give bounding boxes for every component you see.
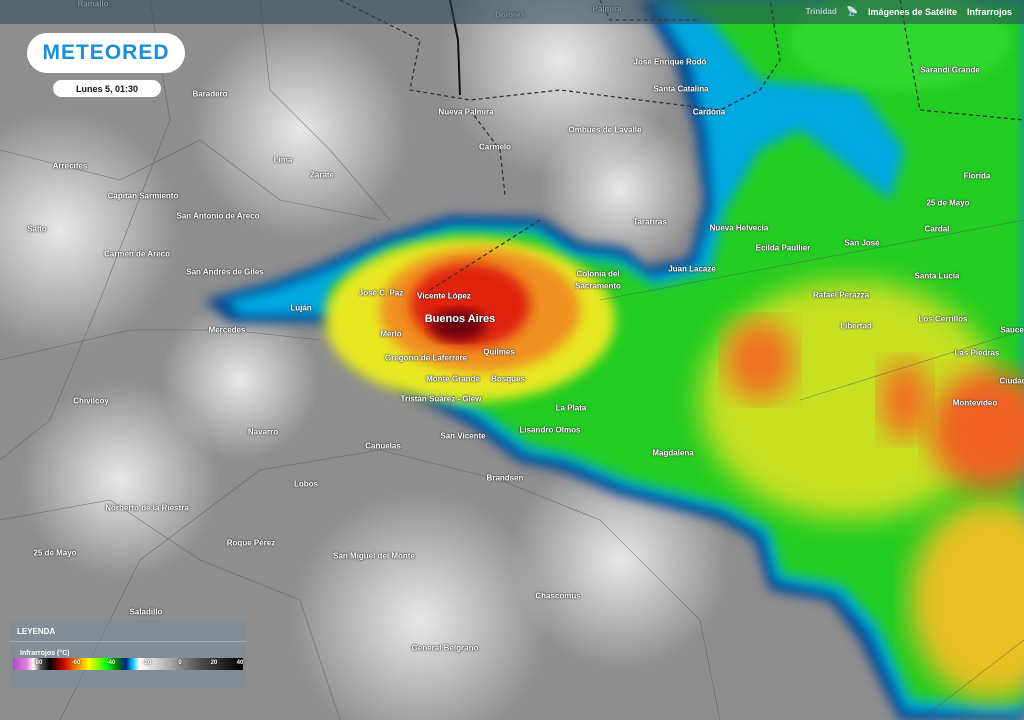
city-label: La Plata <box>555 403 587 413</box>
city-label: Colonia del <box>576 269 620 279</box>
city-label: San Vicente <box>440 431 486 441</box>
city-label: Navarro <box>247 427 279 437</box>
city-label: Bosques <box>491 374 525 384</box>
city-label: Capitán Sarmiento <box>107 191 179 201</box>
city-label: Chascomús <box>535 591 581 601</box>
city-label: Lobos <box>294 479 318 489</box>
city-label: Nueva Palmira <box>438 107 494 117</box>
city-label: San Andrés de Giles <box>186 267 264 277</box>
city-label: Tristán Suárez - Glew <box>400 394 482 404</box>
legend-panel: LEYENDA Infrarrojos (°C) -80 -60 -40 -20… <box>10 620 246 688</box>
city-label: Roque Pérez <box>226 538 276 548</box>
city-label: Buenos Aires <box>424 313 496 325</box>
city-label: Ombúes de Lavalle <box>568 125 642 135</box>
city-label: Cañuelas <box>365 441 401 451</box>
tick-label: 0 <box>178 660 182 666</box>
city-label: Sauce <box>1000 325 1024 335</box>
satellite-icon: 📡 <box>846 6 858 16</box>
city-label: 25 de Mayo <box>926 198 970 208</box>
city-label: Florida <box>963 171 991 181</box>
tick-label: 20 <box>210 660 218 666</box>
city-label: Cardona <box>692 107 726 117</box>
legend-title: LEYENDA <box>10 620 246 642</box>
city-label: Lisandro Olmos <box>519 425 581 435</box>
city-label: Saladillo <box>129 607 163 617</box>
city-label: San Miguel del Monte <box>333 551 415 561</box>
city-label: Chivilcoy <box>73 396 109 406</box>
city-label: San Antonio de Areco <box>176 211 260 221</box>
city-label: Carmen de Areco <box>104 249 170 259</box>
city-label: Los Cerrillos <box>918 314 968 324</box>
city-label: Ecilda Paullier <box>755 243 811 253</box>
city-label: Quilmes <box>483 347 515 357</box>
city-label: Tarariras <box>633 217 667 227</box>
city-label: Mercedes <box>208 325 246 335</box>
city-label: Sacramento <box>575 281 621 291</box>
city-label: Sarandí Grande <box>920 65 980 75</box>
tick-label: -40 <box>106 660 116 666</box>
city-label: Santa Catalina <box>653 84 709 94</box>
city-label: Vicente López <box>417 291 471 301</box>
tick-label: -80 <box>33 660 43 666</box>
city-label: Libertad <box>840 321 872 331</box>
city-label: Santa Lucía <box>914 271 960 281</box>
product-link[interactable]: Infrarrojos <box>966 6 1012 17</box>
city-label: Arrecifes <box>52 161 88 171</box>
city-label: Magdalena <box>652 448 694 458</box>
city-label: Zárate <box>309 170 335 180</box>
city-label: Cardal <box>924 224 950 234</box>
meteored-logo[interactable]: METEORED <box>27 33 185 73</box>
city-label: Ciudad <box>999 376 1024 386</box>
legend-scale-label: Infrarrojos (°C) <box>20 650 70 657</box>
color-scale-bar <box>13 658 243 670</box>
city-label: Salto <box>27 224 47 234</box>
city-label: San José <box>844 238 880 248</box>
tick-label: -60 <box>71 660 81 666</box>
city-label: Lima <box>273 155 293 165</box>
city-label: Brandsen <box>486 473 524 483</box>
tick-label: -20 <box>142 660 152 666</box>
location-hint: Trinidad <box>805 7 837 16</box>
tick-label: 40 <box>236 660 244 666</box>
city-label: Merlo <box>380 329 402 339</box>
top-bar: Trinidad 📡 Imágenes de Satélite Infrarro… <box>0 0 1024 24</box>
city-label: Las Piedras <box>954 348 1000 358</box>
section-link[interactable]: Imágenes de Satélite <box>867 6 957 17</box>
city-label: Juan Lacaze <box>668 264 716 274</box>
timestamp-badge: Lunes 5, 01:30 <box>53 80 161 97</box>
city-label: 25 de Mayo <box>33 548 77 558</box>
city-label: Rafael Perazza <box>812 290 870 300</box>
city-label: Luján <box>290 303 312 313</box>
storm-overlay <box>205 0 1024 720</box>
city-label: Carmelo <box>478 142 512 152</box>
city-label: Norberto de la Riestra <box>105 503 189 513</box>
city-label: José Enrique Rodó <box>633 57 707 67</box>
city-label: Baradero <box>192 89 228 99</box>
city-label: Monte Grande <box>426 374 480 384</box>
city-label: Nueva Helvecia <box>709 223 769 233</box>
city-label: Gregorio de Laferrere <box>384 353 468 363</box>
city-label: José C. Paz <box>358 288 404 298</box>
city-label: Montevideo <box>952 398 998 408</box>
city-label: General Belgrano <box>411 643 479 653</box>
